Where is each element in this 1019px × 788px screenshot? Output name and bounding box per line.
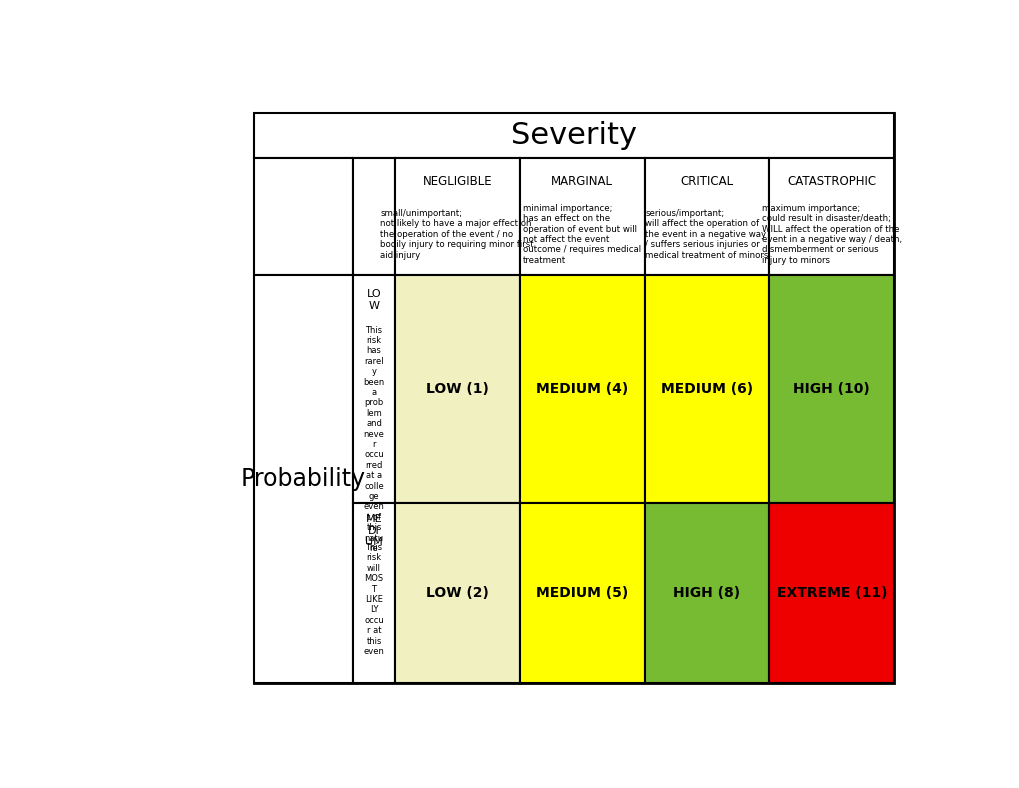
Text: MEDIUM (5): MEDIUM (5)	[536, 586, 628, 600]
Text: CATASTROPHIC: CATASTROPHIC	[787, 175, 875, 188]
Text: small/unimportant;
not likely to have a major effect on
the operation of the eve: small/unimportant; not likely to have a …	[380, 209, 534, 260]
Bar	[254, 158, 353, 275]
Bar	[254, 113, 894, 683]
Bar	[644, 504, 768, 683]
Text: CRITICAL: CRITICAL	[680, 175, 733, 188]
Text: Probability: Probability	[240, 467, 366, 491]
Text: LOW (1): LOW (1)	[425, 382, 488, 396]
Text: maximum importance;
could result in disaster/death;
WILL affect the operation of: maximum importance; could result in disa…	[761, 204, 901, 265]
Bar	[520, 275, 644, 504]
Bar	[520, 158, 644, 275]
Bar	[394, 504, 520, 683]
Bar	[394, 158, 520, 275]
Text: EXTREME (11): EXTREME (11)	[775, 586, 887, 600]
Text: NEGLIGIBLE: NEGLIGIBLE	[422, 175, 491, 188]
Bar	[520, 504, 644, 683]
Bar	[644, 158, 768, 275]
Bar	[768, 158, 894, 275]
Text: HIGH (8): HIGH (8)	[673, 586, 740, 600]
Text: MARGINAL: MARGINAL	[550, 175, 612, 188]
Bar	[353, 504, 394, 683]
Text: LO
W: LO W	[367, 289, 381, 310]
Text: MEDIUM (4): MEDIUM (4)	[536, 382, 628, 396]
Text: serious/important;
will affect the operation of
the event in a negative way
/ su: serious/important; will affect the opera…	[645, 209, 768, 260]
Text: minimal importance;
has an effect on the
operation of event but will
not affect : minimal importance; has an effect on the…	[523, 204, 641, 265]
Bar	[768, 504, 894, 683]
Bar	[353, 158, 394, 275]
Text: HIGH (10): HIGH (10)	[793, 382, 869, 396]
Text: ME
DI
UM: ME DI UM	[365, 515, 382, 548]
Text: Severity: Severity	[511, 121, 637, 150]
Bar	[644, 275, 768, 504]
Text: This
risk
has
rarel
y
been
a
prob
lem
and
neve
r
occu
rred
at a
colle
ge
even
t : This risk has rarel y been a prob lem an…	[363, 325, 384, 553]
Bar	[254, 113, 894, 158]
Bar	[394, 275, 520, 504]
Bar	[254, 275, 353, 683]
Bar	[768, 275, 894, 504]
Bar	[353, 275, 394, 504]
Text: MEDIUM (6): MEDIUM (6)	[660, 382, 752, 396]
Text: This
risk
will
MOS
T
LIKE
LY
occu
r at
this
even: This risk will MOS T LIKE LY occu r at t…	[363, 543, 384, 656]
Text: LOW (2): LOW (2)	[425, 586, 488, 600]
